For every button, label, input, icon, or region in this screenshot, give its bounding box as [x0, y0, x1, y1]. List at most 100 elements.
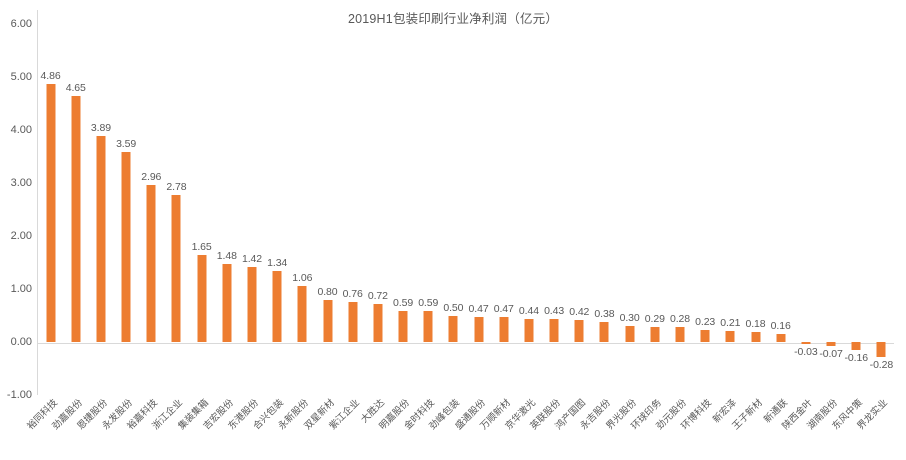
bar-value-label: 0.18: [745, 318, 766, 331]
bar[interactable]: [599, 321, 609, 342]
bar[interactable]: [222, 263, 232, 342]
bar-group[interactable]: 2.96: [139, 24, 164, 395]
bar-group[interactable]: 0.43: [542, 24, 567, 395]
bar-group[interactable]: 0.47: [491, 24, 516, 395]
bar[interactable]: [650, 326, 660, 342]
bar-group[interactable]: 0.38: [592, 24, 617, 395]
bar-group[interactable]: -0.07: [818, 24, 843, 395]
bar[interactable]: [549, 319, 559, 342]
x-axis-category-labels: 裕同科技 劲嘉股份 恩捷股份 永发股份 裕嘉科技 浙江企业 集装集箱 吉宏股份 东港股份 合兴包装…: [25, 396, 894, 460]
bar[interactable]: [398, 310, 408, 342]
bar[interactable]: [751, 332, 761, 342]
bar[interactable]: [297, 285, 307, 342]
y-axis-tick-label: 4.00: [10, 124, 32, 136]
bar-group[interactable]: 0.44: [516, 24, 541, 395]
bar-value-label: 0.42: [569, 305, 590, 318]
bar[interactable]: [247, 266, 257, 342]
bar-group[interactable]: 0.72: [365, 24, 390, 395]
bar[interactable]: [776, 333, 786, 342]
bar-group[interactable]: -0.16: [844, 24, 869, 395]
bar-value-label: 0.21: [720, 316, 741, 329]
bar-group[interactable]: 1.48: [214, 24, 239, 395]
bar-group[interactable]: -0.28: [869, 24, 894, 395]
bar[interactable]: [574, 319, 584, 342]
bar[interactable]: [423, 310, 433, 342]
bar[interactable]: [474, 317, 484, 342]
bar-value-label: 2.78: [166, 180, 187, 193]
bar[interactable]: [826, 342, 836, 346]
y-axis-tick-label: 1.00: [10, 283, 32, 295]
bar-group[interactable]: 0.16: [768, 24, 793, 395]
y-axis-tick-label: 5.00: [10, 71, 32, 83]
bar-value-label: 1.34: [267, 256, 288, 269]
y-axis-line: [37, 10, 38, 395]
bar[interactable]: [197, 254, 207, 342]
bar[interactable]: [121, 151, 131, 342]
bar-value-label: 0.59: [393, 296, 414, 309]
bar-value-label: 4.65: [65, 81, 86, 94]
bar-value-label: 0.80: [317, 285, 338, 298]
bar-value-label: 1.06: [292, 271, 313, 284]
bar-value-label: 2.96: [141, 171, 162, 184]
bar-value-label: 3.89: [90, 121, 111, 134]
bar-group[interactable]: 0.59: [390, 24, 415, 395]
bar-group[interactable]: 0.23: [693, 24, 718, 395]
bar-group[interactable]: -0.03: [793, 24, 818, 395]
bar-value-label: 3.59: [116, 137, 137, 150]
bar[interactable]: [323, 299, 333, 342]
bar[interactable]: [146, 185, 156, 342]
bar[interactable]: [71, 95, 81, 342]
bar-group[interactable]: 1.65: [189, 24, 214, 395]
bar[interactable]: [171, 194, 181, 342]
bar-group[interactable]: 0.50: [441, 24, 466, 395]
y-axis-tick-label: 3.00: [10, 177, 32, 189]
bar[interactable]: [524, 318, 534, 342]
bar-value-label: -0.07: [819, 347, 843, 360]
bar-group[interactable]: 0.42: [567, 24, 592, 395]
bar[interactable]: [876, 342, 886, 357]
bar-group[interactable]: 0.28: [667, 24, 692, 395]
bar-group[interactable]: 0.30: [617, 24, 642, 395]
bar-group[interactable]: 1.34: [265, 24, 290, 395]
bar[interactable]: [448, 315, 458, 342]
bar[interactable]: [801, 342, 811, 344]
bar-value-label: 1.65: [191, 240, 212, 253]
bar-group[interactable]: 0.47: [466, 24, 491, 395]
bar-group[interactable]: 3.59: [114, 24, 139, 395]
bar-value-label: 0.76: [342, 287, 363, 300]
bar[interactable]: [348, 301, 358, 342]
bar-group[interactable]: 0.59: [416, 24, 441, 395]
bar[interactable]: [675, 327, 685, 342]
bar-group[interactable]: 0.80: [315, 24, 340, 395]
bar[interactable]: [46, 84, 56, 342]
bar[interactable]: [373, 303, 383, 342]
bar-group[interactable]: 0.21: [718, 24, 743, 395]
zero-baseline: [38, 342, 894, 344]
bar[interactable]: [96, 135, 106, 342]
bar-group[interactable]: 1.42: [239, 24, 264, 395]
bar-group[interactable]: 0.76: [340, 24, 365, 395]
bar-group[interactable]: 2.78: [164, 24, 189, 395]
bar[interactable]: [700, 329, 710, 342]
bar[interactable]: [851, 342, 861, 351]
bar-group[interactable]: 4.65: [63, 24, 88, 395]
bar-group[interactable]: 3.89: [88, 24, 113, 395]
bar[interactable]: [725, 330, 735, 342]
bar[interactable]: [272, 270, 282, 342]
bar-value-label: 0.59: [418, 296, 439, 309]
chart-title: 2019H1包装印刷行业净利润（亿元）: [347, 12, 559, 26]
bar-value-label: 0.47: [468, 303, 489, 316]
bar-value-label: 0.72: [367, 289, 388, 302]
y-axis-tick-label: 0.00: [10, 336, 32, 348]
bar-value-label: 0.23: [695, 315, 716, 328]
bar[interactable]: [625, 326, 635, 342]
bar-series: 4.86 4.65 3.89 3.59 2.96 2.78 1.65 1.48 1.42 1.34…: [38, 24, 894, 395]
bar-value-label: -0.03: [794, 345, 818, 358]
bar-group[interactable]: 1.06: [290, 24, 315, 395]
bar-value-label: -0.16: [844, 352, 869, 365]
bar[interactable]: [499, 317, 509, 342]
bar-group[interactable]: 4.86: [38, 24, 63, 395]
bar-group[interactable]: 0.18: [743, 24, 768, 395]
bar-group[interactable]: 0.29: [642, 24, 667, 395]
